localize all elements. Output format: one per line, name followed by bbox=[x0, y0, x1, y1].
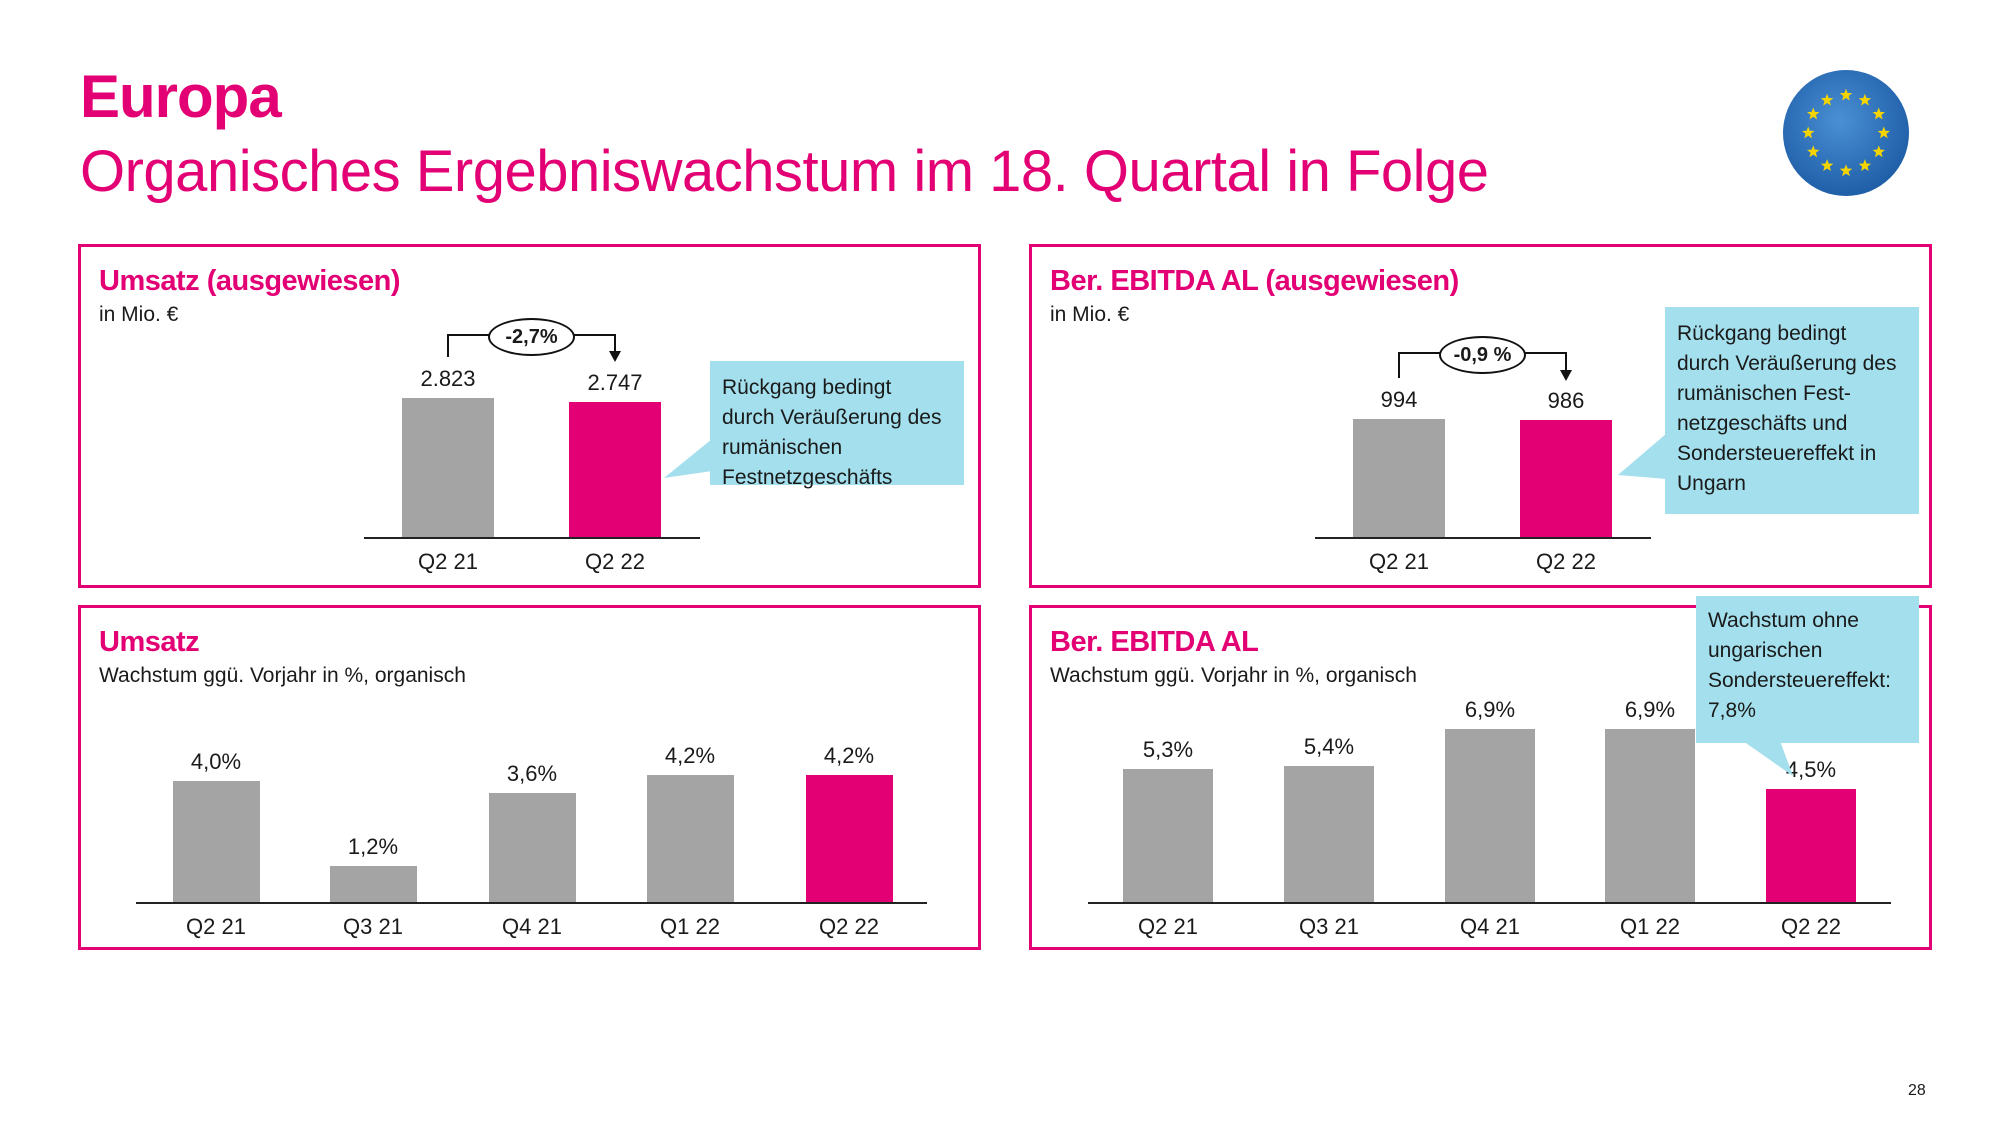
page-title: Europa bbox=[80, 63, 282, 130]
value-label: 5,3% bbox=[1142, 736, 1194, 762]
panel-subtitle: in Mio. € bbox=[1050, 303, 1130, 326]
bar-q4-21 bbox=[488, 792, 576, 902]
value-label: 4,5% bbox=[1785, 757, 1837, 783]
callout-note: Wachstum ohne ungarischen Sondersteueref… bbox=[1696, 596, 1919, 743]
bar-q2-21 bbox=[1123, 768, 1213, 902]
callout-line: durch Veräußerung des bbox=[722, 406, 942, 429]
callout-line: Rückgang bedingt bbox=[722, 376, 892, 399]
panel-ebitda-reported: Ber. EBITDA AL (ausgewiesen) in Mio. € -… bbox=[1029, 244, 1932, 588]
panel-title: Ber. EBITDA AL bbox=[1050, 626, 1259, 658]
bar-q2-21 bbox=[1353, 419, 1445, 537]
x-axis-line bbox=[364, 537, 700, 539]
category-label: Q4 21 bbox=[1460, 914, 1520, 939]
star-icon bbox=[1877, 126, 1891, 139]
category-label: Q2 22 bbox=[1781, 914, 1841, 939]
panel-subtitle: in Mio. € bbox=[99, 303, 179, 326]
value-label: 1,2% bbox=[347, 833, 399, 859]
category-label: Q2 21 bbox=[186, 914, 246, 939]
callout-pointer bbox=[1743, 741, 1793, 776]
panel-title: Umsatz bbox=[99, 626, 200, 658]
value-label: 2.747 bbox=[587, 369, 643, 395]
value-label: 2.823 bbox=[420, 366, 476, 391]
bar-q2-21 bbox=[172, 780, 260, 902]
category-label: Q3 21 bbox=[1299, 914, 1359, 939]
change-badge: -0,9 % bbox=[1439, 336, 1526, 374]
bar-q2-22 bbox=[1766, 789, 1856, 902]
star-icon bbox=[1820, 93, 1834, 106]
category-label: Q2 22 bbox=[585, 549, 645, 574]
change-badge: -2,7% bbox=[488, 318, 575, 356]
callout-line: Festnetzgeschäfts bbox=[722, 466, 893, 489]
star-icon bbox=[1807, 145, 1820, 158]
callout-note: Rückgang bedingt durch Veräußerung des r… bbox=[1665, 307, 1919, 514]
panel-ebitda-organic: Ber. EBITDA AL Wachstum ggü. Vorjahr in … bbox=[1029, 596, 1932, 950]
star-icon bbox=[1801, 126, 1815, 139]
star-icon bbox=[1872, 145, 1885, 158]
value-label: 5,4% bbox=[1303, 734, 1355, 760]
star-icon bbox=[1839, 88, 1853, 101]
callout-line: rumänischen bbox=[722, 436, 843, 459]
bar-q3-21 bbox=[329, 865, 417, 902]
bar-q2-22 bbox=[805, 774, 893, 902]
panel-umsatz-reported: Umsatz (ausgewiesen) in Mio. € -2,7% Rüc… bbox=[78, 244, 981, 588]
value-label: 994 bbox=[1380, 387, 1418, 412]
callout-pointer bbox=[664, 439, 712, 478]
bar-q2-22 bbox=[569, 401, 661, 537]
bar-q2-21 bbox=[402, 398, 494, 537]
page-subtitle: Organisches Ergebniswachstum im 18. Quar… bbox=[80, 139, 1489, 204]
callout-line: rumänischen Fest- bbox=[1677, 382, 1851, 405]
value-label: 4,2% bbox=[823, 742, 875, 768]
star-icon bbox=[1807, 107, 1820, 120]
star-icon bbox=[1839, 164, 1853, 177]
category-label: Q2 21 bbox=[1138, 914, 1198, 939]
value-label: 6,9% bbox=[1624, 696, 1676, 722]
category-label: Q2 22 bbox=[819, 914, 879, 939]
bar-q1-22 bbox=[646, 774, 734, 902]
bar-q1-22 bbox=[1605, 728, 1695, 902]
value-label: 6,9% bbox=[1464, 696, 1516, 722]
category-label: Q2 21 bbox=[418, 549, 478, 574]
value-label: 986 bbox=[1547, 387, 1585, 413]
x-axis-line bbox=[1088, 902, 1891, 904]
panel-title: Ber. EBITDA AL (ausgewiesen) bbox=[1050, 265, 1459, 297]
category-label: Q1 22 bbox=[660, 914, 720, 939]
callout-line: Sondersteuereffekt: bbox=[1708, 669, 1891, 692]
callout-line: Rückgang bedingt bbox=[1677, 322, 1847, 345]
eu-flag-icon bbox=[1783, 70, 1909, 196]
star-icon bbox=[1858, 159, 1872, 172]
callout-line: Ungarn bbox=[1677, 472, 1746, 495]
bar-q4-21 bbox=[1445, 728, 1535, 902]
category-label: Q2 21 bbox=[1369, 549, 1429, 574]
bar-q3-21 bbox=[1284, 766, 1374, 902]
panel-title: Umsatz (ausgewiesen) bbox=[99, 265, 401, 297]
star-icon bbox=[1820, 159, 1834, 172]
star-icon bbox=[1872, 107, 1885, 120]
callout-line: ungarischen bbox=[1708, 639, 1823, 662]
value-label: 4,0% bbox=[190, 748, 242, 774]
category-label: Q1 22 bbox=[1620, 914, 1680, 939]
callout-pointer bbox=[1618, 433, 1667, 479]
bar-q2-22 bbox=[1520, 419, 1612, 537]
star-icon bbox=[1858, 93, 1872, 106]
value-label: 3,6% bbox=[506, 760, 558, 786]
callout-note: Rückgang bedingt durch Veräußerung des r… bbox=[710, 361, 964, 489]
x-axis-line bbox=[136, 902, 927, 904]
callout-line: Wachstum ohne bbox=[1708, 609, 1859, 632]
panel-subtitle: Wachstum ggü. Vorjahr in %, organisch bbox=[99, 664, 466, 687]
category-label: Q4 21 bbox=[502, 914, 562, 939]
page-number: 28 bbox=[1908, 1082, 1926, 1099]
callout-line: Sondersteuereffekt in bbox=[1677, 442, 1877, 465]
category-label: Q2 22 bbox=[1536, 549, 1596, 574]
callout-line: durch Veräußerung des bbox=[1677, 352, 1897, 375]
panel-umsatz-organic: Umsatz Wachstum ggü. Vorjahr in %, organ… bbox=[78, 605, 981, 950]
callout-line: 7,8% bbox=[1708, 699, 1756, 722]
panel-subtitle: Wachstum ggü. Vorjahr in %, organisch bbox=[1050, 664, 1417, 687]
x-axis-line bbox=[1315, 537, 1651, 539]
category-label: Q3 21 bbox=[343, 914, 403, 939]
callout-line: netzgeschäfts und bbox=[1677, 412, 1848, 435]
value-label: 4,2% bbox=[664, 742, 716, 768]
